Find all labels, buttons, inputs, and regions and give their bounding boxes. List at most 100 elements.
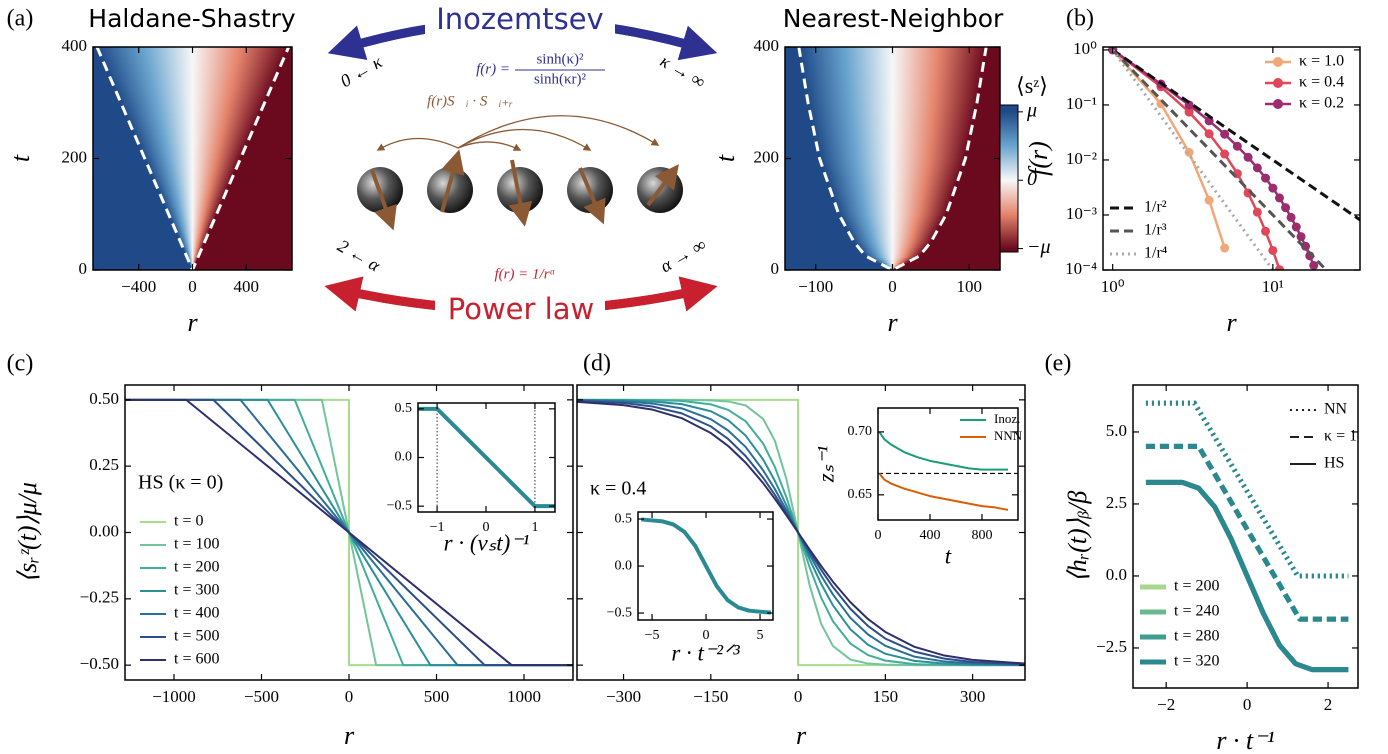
heatmap-band bbox=[785, 158, 1000, 162]
heatmap-band bbox=[785, 227, 1000, 231]
panel-label: (b) bbox=[1066, 6, 1094, 32]
heatmap-band bbox=[93, 66, 292, 70]
data-point bbox=[1274, 265, 1284, 270]
data-point bbox=[1309, 260, 1319, 270]
y-tick-label: 0 bbox=[771, 259, 780, 278]
x-tick-label: 150 bbox=[873, 687, 899, 706]
heatmap-band bbox=[93, 108, 292, 112]
heatmap-band bbox=[785, 118, 1000, 122]
heatmap-band bbox=[93, 73, 292, 78]
heatmap-band bbox=[785, 150, 1000, 154]
y-tick-label: 400 bbox=[754, 36, 780, 55]
heatmap-band bbox=[93, 81, 292, 85]
x-axis-label: r bbox=[1226, 308, 1237, 337]
heatmap-band bbox=[93, 83, 292, 87]
y-axis-label: zₛ⁻¹ bbox=[813, 446, 838, 484]
heatmap-band bbox=[93, 205, 292, 209]
y-tick-label: 2.5 bbox=[1106, 493, 1127, 512]
heatmap-band bbox=[785, 217, 1000, 221]
legend-label: Inoz. bbox=[994, 411, 1020, 426]
y-tick-label: 200 bbox=[754, 147, 780, 166]
heatmap-band bbox=[785, 215, 1000, 219]
heatmap-band bbox=[785, 185, 1000, 189]
heatmap-band bbox=[93, 76, 292, 80]
heatmap-band bbox=[93, 185, 292, 189]
heatmap-band bbox=[785, 235, 1000, 239]
x-axis-label: r bbox=[344, 721, 355, 750]
power-law-label: Power law bbox=[448, 292, 594, 326]
heatmap-band bbox=[93, 78, 292, 82]
heatmap-band bbox=[785, 187, 1000, 192]
data-point bbox=[1204, 195, 1214, 205]
heatmap-band bbox=[785, 244, 1000, 248]
y-tick-label: −0.5 bbox=[387, 498, 412, 513]
legend-label: NN bbox=[1324, 401, 1348, 418]
y-tick-label: 10⁰ bbox=[1073, 39, 1097, 58]
heatmap-band bbox=[785, 93, 1000, 97]
heatmap-band bbox=[785, 178, 1000, 182]
heatmap-band bbox=[785, 249, 1000, 253]
x-axis-label: r · t⁻¹ bbox=[1216, 726, 1275, 754]
heatmap-band bbox=[93, 178, 292, 182]
x-axis-label: r bbox=[887, 308, 898, 337]
y-axis-label: ⟨hᵣ(t)⟩ᵦ/β bbox=[1063, 491, 1092, 583]
data-point bbox=[1261, 226, 1271, 236]
heatmap-band bbox=[785, 125, 1000, 130]
legend-label: t = 600 bbox=[174, 651, 219, 668]
data-point bbox=[1274, 193, 1284, 203]
heatmap-band bbox=[93, 98, 292, 102]
y-tick-label: 200 bbox=[62, 147, 88, 166]
heatmap-band bbox=[93, 190, 292, 194]
heatmap-band bbox=[93, 192, 292, 196]
x-tick-label: 0 bbox=[888, 277, 897, 296]
heatmap-band bbox=[785, 155, 1000, 159]
heatmap-band bbox=[93, 155, 292, 159]
profile-line bbox=[1145, 400, 1349, 579]
x-tick-label: −1000 bbox=[152, 687, 196, 706]
light-cone bbox=[95, 47, 291, 270]
coupling-arc bbox=[457, 115, 660, 149]
legend-label: t = 240 bbox=[1174, 603, 1219, 620]
legend-label: t = 300 bbox=[174, 582, 219, 599]
legend-label: 1/r⁴ bbox=[1144, 245, 1168, 262]
heatmap-band bbox=[93, 225, 292, 229]
x-tick-label: 400 bbox=[234, 277, 260, 296]
heatmap-band bbox=[93, 259, 292, 263]
heatmap-band bbox=[93, 160, 292, 164]
x-tick-label: −100 bbox=[798, 277, 833, 296]
series-line bbox=[577, 400, 1025, 665]
plot-area bbox=[418, 403, 555, 512]
plot-area bbox=[1108, 47, 1360, 270]
heatmap-band bbox=[785, 108, 1000, 112]
heatmap-band bbox=[785, 230, 1000, 234]
limit-label: 2 ← α bbox=[334, 235, 384, 275]
heatmap-band bbox=[93, 244, 292, 248]
y-tick-label: 0.25 bbox=[89, 455, 119, 474]
x-tick-label: 0 bbox=[188, 277, 197, 296]
y-tick-label: 0.0 bbox=[1106, 565, 1127, 584]
x-tick-label: 400 bbox=[919, 528, 940, 543]
heatmap-band bbox=[785, 262, 1000, 266]
series-line bbox=[1111, 48, 1328, 270]
heatmap-band bbox=[93, 235, 292, 239]
heatmap-band bbox=[93, 182, 292, 187]
heatmap-band bbox=[785, 145, 1000, 149]
heatmap-band bbox=[93, 222, 292, 226]
heatmap-band bbox=[785, 180, 1000, 184]
heatmap-band bbox=[785, 101, 1000, 105]
x-axis-label: r · (vₛt)⁻¹ bbox=[444, 530, 530, 555]
heatmap-band bbox=[93, 59, 292, 63]
heatmap-band bbox=[785, 91, 1000, 95]
heatmap-band bbox=[785, 71, 1000, 75]
heatmap-band bbox=[785, 96, 1000, 100]
data-point bbox=[1252, 163, 1262, 173]
x-tick-label: −5 bbox=[645, 628, 660, 643]
y-tick-label: 0.0 bbox=[395, 450, 413, 465]
heatmap-band bbox=[93, 56, 292, 60]
plot-frame bbox=[877, 407, 1019, 521]
heatmap-band bbox=[785, 138, 1000, 142]
data-point bbox=[1281, 203, 1291, 213]
plot-area bbox=[577, 398, 1025, 667]
heatmap-band bbox=[93, 86, 292, 90]
heatmap-band bbox=[785, 88, 1000, 92]
